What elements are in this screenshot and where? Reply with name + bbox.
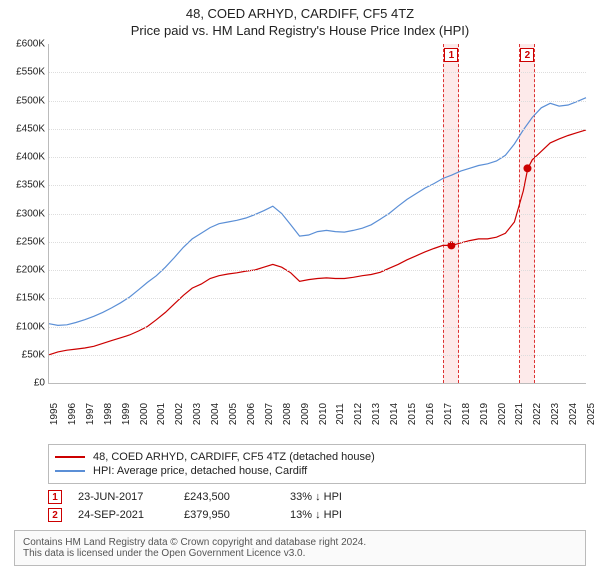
x-tick-label: 2002 [174, 403, 185, 425]
x-tick-label: 2022 [532, 403, 543, 425]
sales-table: 1 23-JUN-2017 £243,500 33% ↓ HPI 2 24-SEP-202… [48, 490, 586, 522]
y-tick-label: £200K [16, 265, 45, 276]
sale-price: £379,950 [184, 509, 274, 521]
legend-swatch [55, 456, 85, 458]
series-line [49, 98, 586, 326]
y-tick-label: £400K [16, 152, 45, 163]
sale-marker-label: 2 [520, 48, 534, 62]
gridline [49, 101, 586, 102]
x-tick-label: 2006 [246, 403, 257, 425]
sale-marker-label: 1 [444, 48, 458, 62]
x-tick-label: 2012 [353, 403, 364, 425]
sale-marker-dot [523, 164, 531, 172]
x-tick-label: 2009 [300, 403, 311, 425]
x-tick-label: 1995 [49, 403, 60, 425]
x-tick-label: 1997 [85, 403, 96, 425]
page-subtitle: Price paid vs. HM Land Registry's House … [10, 23, 590, 38]
y-tick-label: £100K [16, 321, 45, 332]
x-tick-label: 2020 [497, 403, 508, 425]
sale-row: 1 23-JUN-2017 £243,500 33% ↓ HPI [48, 490, 586, 504]
sale-index-box: 1 [48, 490, 62, 504]
x-tick-label: 2017 [443, 403, 454, 425]
gridline [49, 185, 586, 186]
gridline [49, 327, 586, 328]
gridline [49, 214, 586, 215]
gridline [49, 270, 586, 271]
x-axis: 1995 1996 1997 1998 1999 2000 2001 2002 2003 2004… [49, 383, 586, 439]
x-tick-label: 1998 [103, 403, 114, 425]
sale-note: 33% ↓ HPI [290, 491, 380, 503]
y-axis: £0£50K£100K£150K£200K£250K£300K£350K£400… [1, 44, 49, 383]
x-tick-label: 2008 [282, 403, 293, 425]
x-tick-label: 2005 [228, 403, 239, 425]
y-tick-label: £150K [16, 293, 45, 304]
x-tick-label: 2014 [389, 403, 400, 425]
y-tick-label: £450K [16, 123, 45, 134]
x-tick-label: 2015 [407, 403, 418, 425]
gridline [49, 242, 586, 243]
y-tick-label: £500K [16, 95, 45, 106]
y-tick-label: £0 [34, 378, 45, 389]
x-tick-label: 1996 [67, 403, 78, 425]
sale-price: £243,500 [184, 491, 274, 503]
legend-item: HPI: Average price, detached house, Card… [55, 465, 579, 477]
sale-note: 13% ↓ HPI [290, 509, 380, 521]
x-tick-label: 2019 [479, 403, 490, 425]
legend-swatch [55, 470, 85, 472]
sale-row: 2 24-SEP-2021 £379,950 13% ↓ HPI [48, 508, 586, 522]
y-tick-label: £250K [16, 236, 45, 247]
gridline [49, 298, 586, 299]
legend-label: 48, COED ARHYD, CARDIFF, CF5 4TZ (detach… [93, 451, 375, 463]
x-tick-label: 2021 [514, 403, 525, 425]
x-tick-label: 2000 [139, 403, 150, 425]
gridline [49, 72, 586, 73]
x-tick-label: 2010 [318, 403, 329, 425]
legend-item: 48, COED ARHYD, CARDIFF, CF5 4TZ (detach… [55, 451, 579, 463]
x-tick-label: 2003 [192, 403, 203, 425]
licence-line: Contains HM Land Registry data © Crown c… [23, 537, 577, 548]
page-title: 48, COED ARHYD, CARDIFF, CF5 4TZ [10, 6, 590, 21]
y-tick-label: £550K [16, 67, 45, 78]
sale-index-box: 2 [48, 508, 62, 522]
y-tick-label: £600K [16, 39, 45, 50]
x-tick-label: 2004 [210, 403, 221, 425]
title-block: 48, COED ARHYD, CARDIFF, CF5 4TZ Price p… [0, 0, 600, 40]
x-tick-label: 2025 [586, 403, 597, 425]
x-tick-label: 2013 [371, 403, 382, 425]
x-tick-label: 2016 [425, 403, 436, 425]
x-tick-label: 2011 [335, 403, 346, 425]
line-chart: £0£50K£100K£150K£200K£250K£300K£350K£400… [48, 44, 586, 384]
sale-date: 23-JUN-2017 [78, 491, 168, 503]
x-tick-label: 2001 [156, 403, 167, 425]
gridline [49, 355, 586, 356]
y-tick-label: £50K [22, 349, 45, 360]
legend: 48, COED ARHYD, CARDIFF, CF5 4TZ (detach… [48, 444, 586, 484]
sale-date: 24-SEP-2021 [78, 509, 168, 521]
x-tick-label: 2018 [461, 403, 472, 425]
x-tick-label: 2023 [550, 403, 561, 425]
x-tick-label: 1999 [121, 403, 132, 425]
legend-label: HPI: Average price, detached house, Card… [93, 465, 307, 477]
licence-line: This data is licensed under the Open Gov… [23, 548, 577, 559]
gridline [49, 129, 586, 130]
y-tick-label: £300K [16, 208, 45, 219]
x-tick-label: 2024 [568, 403, 579, 425]
licence-box: Contains HM Land Registry data © Crown c… [14, 530, 586, 566]
gridline [49, 157, 586, 158]
x-tick-label: 2007 [264, 403, 275, 425]
y-tick-label: £350K [16, 180, 45, 191]
